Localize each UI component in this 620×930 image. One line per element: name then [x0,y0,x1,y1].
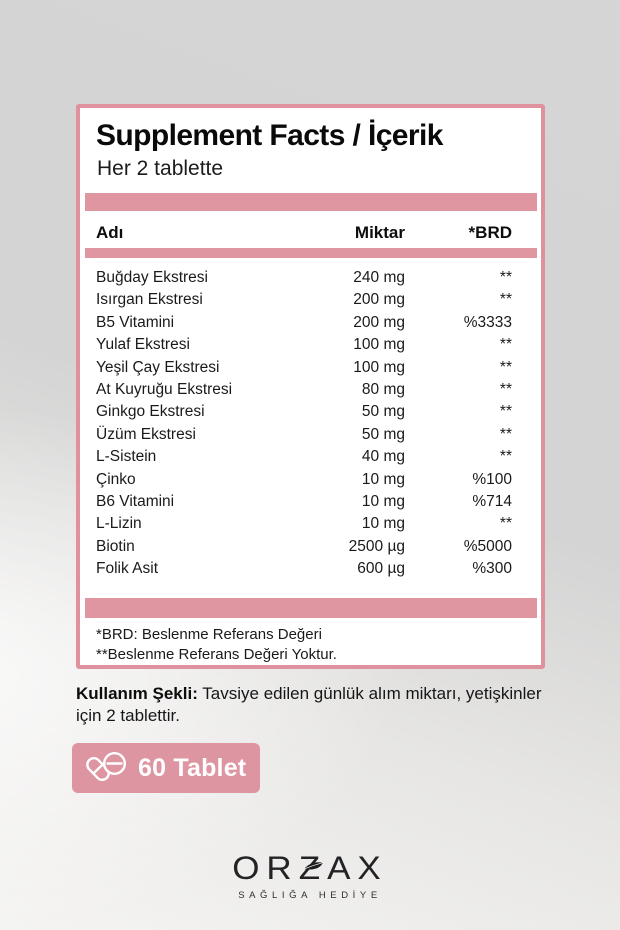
ingredient-amount: 80 mg [361,381,405,399]
column-header-amount: Miktar [354,223,405,242]
ingredient-name: At Kuyruğu Ekstresi [96,381,233,399]
ingredient-name: Yulaf Ekstresi [96,336,190,354]
column-header-brd: *BRD [468,223,512,242]
usage-text: Tavsiye edilen günlük alım miktarı, yeti… [76,684,542,725]
table-row: Folik Asit 600 µg %300 [96,558,512,580]
table-row: L-Lizin 10 mg ** [96,513,512,535]
brand-name: ORZAX [232,850,388,887]
footnotes: *BRD: Beslenme Referans Değeri **Beslenm… [96,625,526,666]
ingredient-amount: 2500 µg [348,537,405,555]
column-header-name: Adı [96,223,124,242]
ingredient-amount: 100 mg [353,358,405,376]
ingredient-brd: ** [499,269,512,286]
ingredient-amount: 100 mg [353,336,405,354]
ingredient-name: Folik Asit [96,560,159,578]
ingredient-name: B5 Vitamini [96,313,175,331]
capsule-tablet-icon [86,751,127,782]
table-row: Buğday Ekstresi 240 mg ** [96,267,512,289]
table-row: Yeşil Çay Ekstresi 100 mg ** [96,357,512,379]
table-row: B6 Vitamini 10 mg %714 [96,491,512,513]
leaf-icon [304,862,324,870]
ingredient-amount: 40 mg [361,448,405,466]
ingredient-name: L-Lizin [96,515,142,533]
supplement-facts-title: Supplement Facts / İçerik [96,119,443,152]
ingredient-brd: ** [499,448,512,466]
ingredient-brd: %300 [472,560,512,578]
ingredient-brd: %100 [472,470,512,488]
tablet-count-badge: 60 Tablet [72,743,260,793]
ingredient-brd: ** [499,358,512,376]
brand-logo: ORZAX SAĞLIĞA HEDİYE [0,849,620,901]
table-row: Üzüm Ekstresi 50 mg ** [96,424,512,446]
ingredient-name: B6 Vitamini [96,493,175,511]
divider-bar-bottom [85,597,537,618]
usage-lead: Kullanım Şekli: [76,684,198,703]
ingredient-name: Çinko [96,470,136,488]
ingredient-amount: 200 mg [353,313,405,331]
ingredient-brd: ** [499,515,512,533]
ingredient-brd: %3333 [463,313,512,331]
divider-bar-under-header [85,248,537,258]
ingredient-amount: 600 µg [357,560,405,578]
usage-instructions: Kullanım Şekli: Tavsiye edilen günlük al… [76,683,548,726]
ingredient-name: Buğday Ekstresi [96,269,208,286]
ingredient-brd: ** [499,403,512,421]
ingredient-brd: ** [499,291,512,309]
ingredient-amount: 200 mg [353,291,405,309]
ingredient-amount: 10 mg [361,493,405,511]
ingredient-brd: %714 [472,493,512,511]
table-row: Çinko 10 mg %100 [96,469,512,491]
table-row: Ginkgo Ekstresi 50 mg ** [96,401,512,423]
ingredient-brd: %5000 [463,537,512,555]
supplement-facts-panel: Supplement Facts / İçerik Her 2 tablette… [76,104,545,669]
brand-tagline: SAĞLIĞA HEDİYE [238,890,382,901]
ingredient-name: Biotin [96,537,135,555]
ingredient-name: Üzüm Ekstresi [96,425,196,443]
ingredient-brd: ** [499,425,512,443]
table-row: Biotin 2500 µg %5000 [96,536,512,558]
table-row: Isırgan Ekstresi 200 mg ** [96,289,512,311]
ingredients-table: Buğday Ekstresi 240 mg ** Isırgan Ekstre… [96,267,512,581]
ingredient-name: Yeşil Çay Ekstresi [96,358,220,376]
footnote-brd: *BRD: Beslenme Referans Değeri [96,625,322,643]
table-row: Yulaf Ekstresi 100 mg ** [96,334,512,356]
serving-size: Her 2 tablette [97,157,224,180]
footnote-no-brd: **Beslenme Referans Değeri Yoktur. [96,646,337,664]
ingredient-amount: 50 mg [361,403,405,421]
table-row: B5 Vitamini 200 mg %3333 [96,312,512,334]
ingredient-name: Ginkgo Ekstresi [96,403,205,421]
ingredient-amount: 10 mg [361,470,405,488]
ingredient-brd: ** [499,381,512,399]
ingredient-name: Isırgan Ekstresi [96,291,203,309]
ingredient-amount: 50 mg [361,425,405,443]
table-row: At Kuyruğu Ekstresi 80 mg ** [96,379,512,401]
table-header: Adı Miktar *BRD [96,223,512,243]
tablet-count-label: 60 Tablet [138,753,247,782]
table-row: L-Sistein 40 mg ** [96,446,512,468]
ingredient-name: L-Sistein [96,448,157,466]
ingredient-brd: ** [499,336,512,354]
ingredient-amount: 10 mg [361,515,405,533]
divider-bar-top [85,193,537,211]
ingredient-amount: 240 mg [353,269,405,286]
